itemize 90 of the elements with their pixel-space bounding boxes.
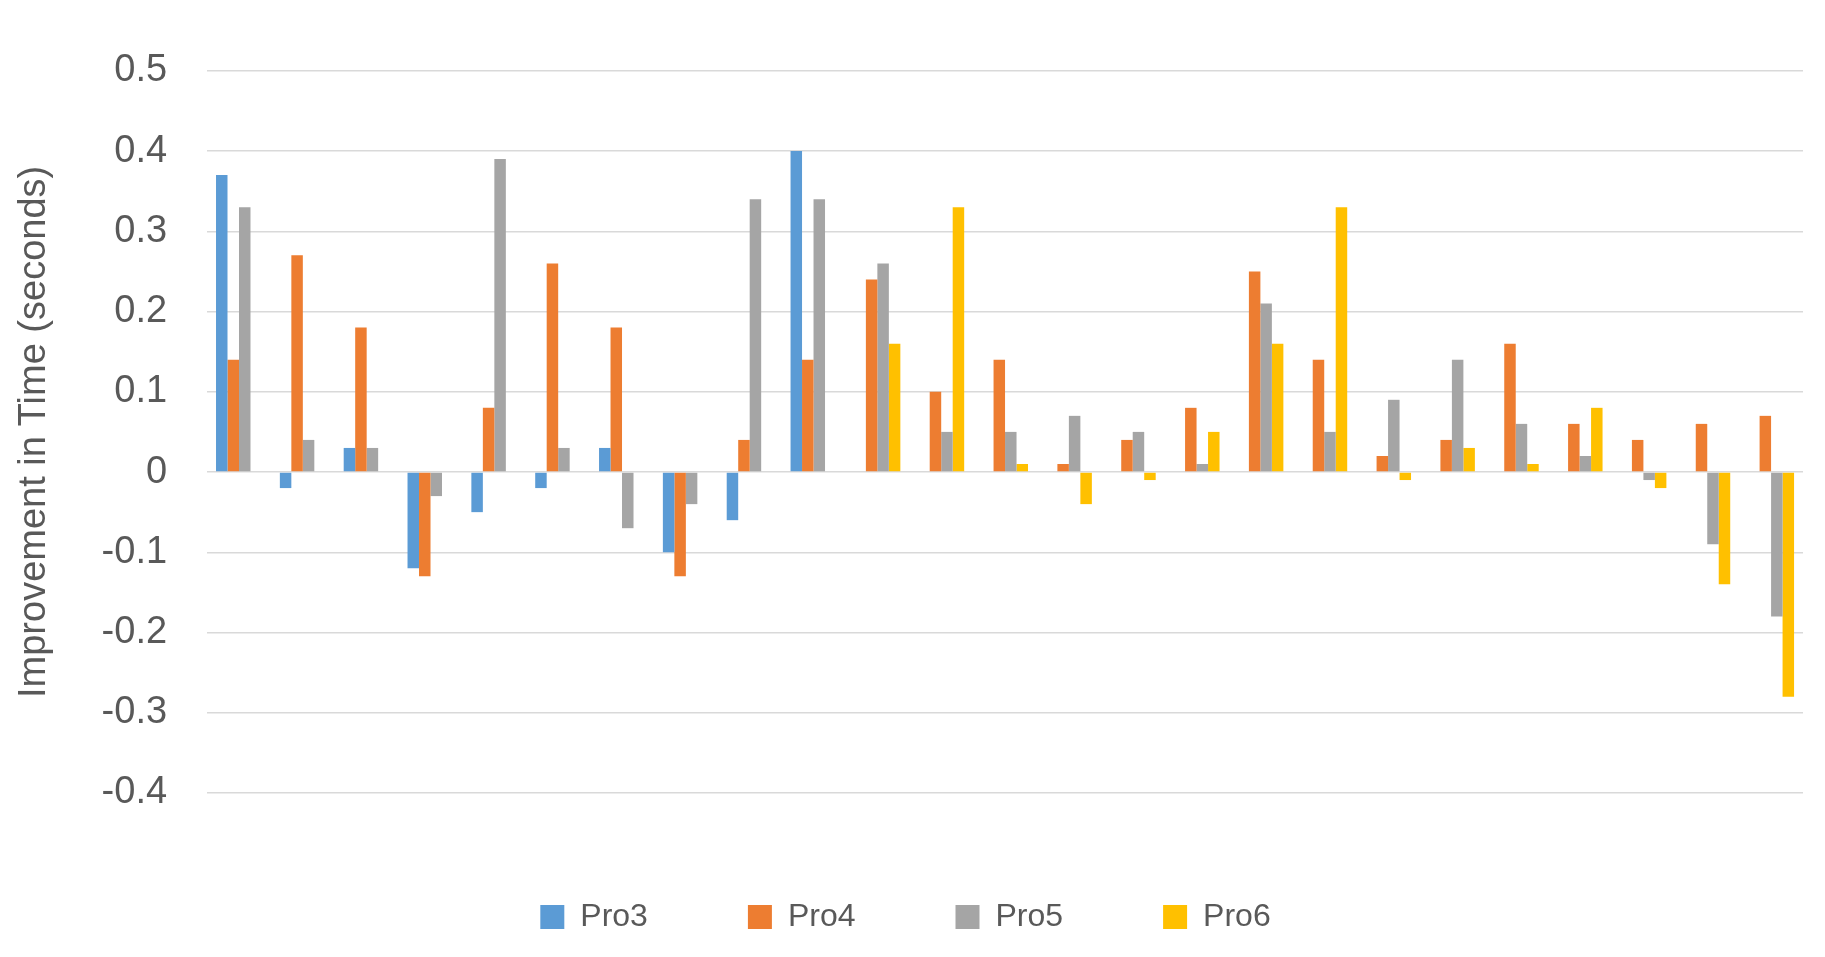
y-axis-title: Improvement in Time (seconds) — [11, 165, 54, 698]
bar — [291, 255, 303, 472]
bar — [1771, 472, 1783, 617]
legend-label: Pro4 — [787, 896, 856, 933]
bar — [1080, 472, 1092, 505]
bar — [1121, 439, 1133, 472]
bar — [1399, 472, 1412, 481]
bar — [1718, 472, 1731, 585]
bar — [599, 447, 611, 472]
bar — [1504, 343, 1516, 472]
bar — [1208, 431, 1220, 472]
bar — [1759, 415, 1772, 472]
bar — [1260, 303, 1272, 472]
bar — [227, 359, 239, 472]
y-tick-label: -0.2 — [101, 609, 168, 651]
bar — [1643, 472, 1655, 481]
bar — [1144, 472, 1156, 481]
legend-label: Pro5 — [995, 896, 1064, 933]
bar — [877, 263, 889, 472]
bar — [952, 207, 965, 472]
bar — [279, 472, 292, 489]
bar — [622, 472, 634, 529]
bar — [749, 199, 762, 472]
y-tick-label: -0.3 — [101, 689, 168, 732]
bar — [1016, 464, 1029, 472]
bar — [1196, 464, 1209, 472]
bar — [366, 447, 379, 472]
y-tick-label: 0.1 — [114, 368, 168, 411]
y-tick-label: 0 — [145, 448, 168, 491]
bar — [1271, 343, 1284, 472]
legend-label: Pro6 — [1203, 896, 1271, 933]
bar — [685, 472, 698, 505]
bar — [929, 391, 942, 472]
bar — [674, 472, 686, 577]
bar — [1579, 455, 1592, 472]
bar — [1248, 271, 1261, 472]
bar — [813, 199, 826, 472]
y-tick-label: -0.4 — [101, 769, 168, 812]
bar — [865, 279, 878, 472]
legend-label: Pro3 — [580, 896, 648, 933]
y-tick-label: -0.1 — [101, 528, 168, 571]
bar — [1695, 423, 1708, 472]
bar — [355, 327, 367, 472]
bar — [1631, 439, 1644, 472]
bar — [216, 175, 228, 472]
bar — [1388, 399, 1400, 472]
bar — [1463, 447, 1475, 472]
bar — [726, 472, 739, 521]
bar — [407, 472, 420, 569]
bar — [662, 472, 675, 553]
bar — [482, 407, 495, 472]
bar — [1654, 472, 1667, 489]
bar — [343, 447, 356, 472]
bar — [546, 263, 559, 472]
bar — [1591, 407, 1603, 472]
bar — [419, 472, 431, 577]
bar — [802, 359, 814, 472]
bar — [1185, 407, 1197, 472]
y-tick-label: 0.3 — [114, 207, 168, 250]
bar — [494, 159, 506, 472]
bar — [1568, 423, 1580, 472]
bar — [1132, 431, 1145, 472]
bar — [1782, 472, 1795, 697]
y-tick-label: 0.2 — [114, 288, 168, 331]
bar — [790, 151, 803, 472]
bar — [535, 472, 547, 489]
bar — [738, 439, 750, 472]
bar — [1005, 431, 1017, 472]
bar — [239, 207, 251, 472]
bar — [1324, 431, 1336, 472]
y-tick-label: 0.5 — [114, 47, 168, 90]
bar — [1527, 464, 1539, 472]
bar — [1451, 359, 1464, 472]
bar — [1312, 359, 1325, 472]
bar — [1440, 439, 1452, 472]
bar — [888, 343, 901, 472]
bar — [1707, 472, 1719, 545]
bar — [1068, 415, 1081, 472]
bar — [610, 327, 623, 472]
bar — [1057, 464, 1069, 472]
bar — [471, 472, 483, 513]
bar — [558, 447, 570, 472]
bar — [993, 359, 1006, 472]
bar — [430, 472, 442, 497]
bar — [1376, 455, 1389, 472]
y-tick-label: 0.4 — [114, 127, 168, 170]
bar — [1515, 423, 1528, 472]
bar — [1335, 207, 1348, 472]
bar — [941, 431, 953, 472]
bar — [302, 439, 315, 472]
